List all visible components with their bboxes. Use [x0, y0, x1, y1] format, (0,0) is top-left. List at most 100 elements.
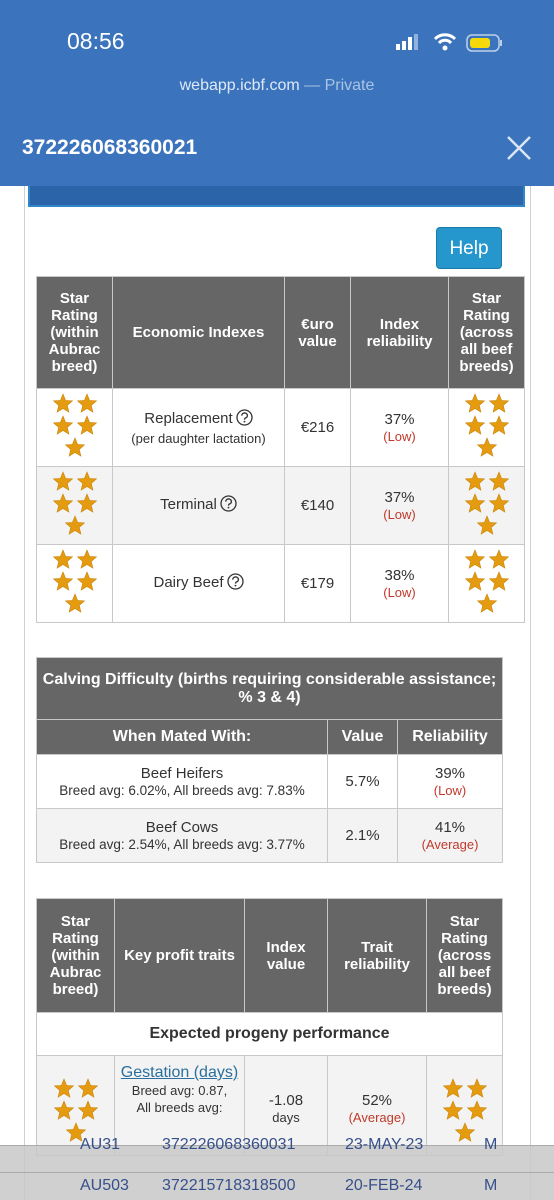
trait: Gestation (days) Breed avg: 0.87, All bree…: [114, 1055, 245, 1156]
header: Economic Indexes: [112, 276, 285, 389]
url-bar[interactable]: webapp.icbf.com — Private: [0, 77, 554, 95]
calving-table: Calving Difficulty (births requiring con…: [35, 657, 504, 863]
time: 08:56: [67, 28, 125, 54]
star-rating: [464, 548, 509, 613]
info-icon[interactable]: [226, 573, 244, 590]
index-name: Dairy Beef: [153, 574, 224, 591]
info-icon[interactable]: [220, 495, 237, 512]
list-row[interactable]: AU31 372226068360031 23-MAY-23 M: [0, 1136, 554, 1173]
header: Star Rating (within Aubrac breed): [36, 898, 115, 1013]
star: [64, 592, 85, 613]
list-row[interactable]: AU503 372215718318500 20-FEB-24 M: [0, 1172, 554, 1200]
table-title: Calving Difficulty (births requiring con…: [35, 657, 504, 720]
star: [76, 392, 97, 413]
star: [464, 570, 485, 591]
star: [488, 414, 509, 435]
header: Star Rating (across all beef breeds): [448, 276, 525, 389]
reliability-value: 37%: [384, 410, 415, 428]
star: [488, 392, 509, 413]
info-icon[interactable]: [236, 408, 253, 426]
reliability-level: (Average): [348, 1110, 406, 1125]
background-list: AU31 372226068360031 23-MAY-23 M AU503 37221…: [0, 1136, 554, 1200]
cell: M: [484, 1177, 498, 1194]
header: Star Rating (within Aubrac breed): [36, 276, 113, 389]
group: Beef Cows Breed avg: 2.54%, All breeds av…: [36, 808, 328, 863]
value: -1.08 days: [244, 1055, 328, 1156]
value: 5.7%: [327, 754, 398, 809]
stars: [448, 388, 525, 467]
reliability: 39% (Low): [396, 754, 504, 809]
info[interactable]: [220, 495, 237, 516]
cell: 23-MAY-23: [345, 1136, 424, 1153]
index: Terminal: [112, 466, 285, 545]
star: [52, 492, 73, 513]
star: [64, 514, 85, 535]
header: Value: [327, 719, 398, 755]
trait-link[interactable]: Gestation (days): [120, 1064, 239, 1081]
reliability-level: (Low): [383, 506, 416, 522]
star: [52, 470, 73, 491]
averages: Breed avg: 6.02%, All breeds avg: 7.83%: [59, 782, 305, 798]
reliability-value: 39%: [435, 764, 466, 782]
close-button[interactable]: [506, 135, 532, 161]
star: [476, 592, 497, 613]
star: [488, 570, 509, 591]
star: [53, 1078, 74, 1098]
value: 2.1%: [327, 808, 398, 863]
star: [76, 492, 97, 513]
star: [464, 392, 485, 413]
header: Index reliability: [350, 276, 449, 389]
star: [442, 1100, 463, 1120]
star: [76, 414, 97, 435]
star-rating: [52, 392, 97, 457]
star: [442, 1078, 463, 1098]
star: [488, 548, 509, 569]
header: Index value: [244, 898, 328, 1013]
header: Reliability: [396, 719, 504, 755]
stars: [36, 388, 113, 467]
star: [454, 1122, 475, 1142]
index: Replacement (per daughter lactation): [112, 388, 285, 467]
star: [52, 414, 73, 435]
star: [488, 492, 509, 513]
star: [476, 436, 497, 457]
stars: [36, 466, 113, 545]
star: [76, 548, 97, 569]
star: [476, 514, 497, 535]
help-button[interactable]: Help: [436, 227, 502, 269]
reliability-level: (Low): [433, 782, 467, 798]
star: [64, 436, 85, 457]
index-note: (per daughter lactation): [131, 430, 266, 446]
reliability: 37% (Low): [350, 466, 449, 545]
reliability: 52% (Average): [327, 1055, 427, 1156]
index-name: Replacement: [144, 409, 233, 427]
reliability-level: (Low): [383, 584, 416, 600]
breed-avg: Breed avg: 0.87,: [131, 1083, 228, 1098]
star: [466, 1100, 487, 1120]
star: [65, 1122, 86, 1142]
info[interactable]: [226, 573, 244, 594]
all-avg: All breeds avg:: [136, 1100, 223, 1115]
star: [52, 570, 73, 591]
animal-id: 372226068360021: [22, 136, 198, 159]
header: Trait reliability: [327, 898, 427, 1013]
reliability: 37% (Low): [350, 388, 449, 467]
star: [53, 1100, 74, 1120]
cell: M: [484, 1136, 498, 1153]
panel-edge: [28, 186, 525, 207]
star-rating: [464, 470, 509, 535]
cell: AU31: [80, 1136, 121, 1153]
star-rating: [52, 470, 97, 535]
star: [464, 414, 485, 435]
reliability-value: 37%: [384, 488, 415, 506]
star: [52, 548, 73, 569]
index-name: Terminal: [160, 496, 217, 513]
star: [76, 570, 97, 591]
star: [77, 1100, 98, 1120]
cell: AU503: [80, 1177, 129, 1194]
star: [464, 470, 485, 491]
info[interactable]: [236, 408, 253, 430]
reliability: 41% (Average): [396, 808, 504, 863]
